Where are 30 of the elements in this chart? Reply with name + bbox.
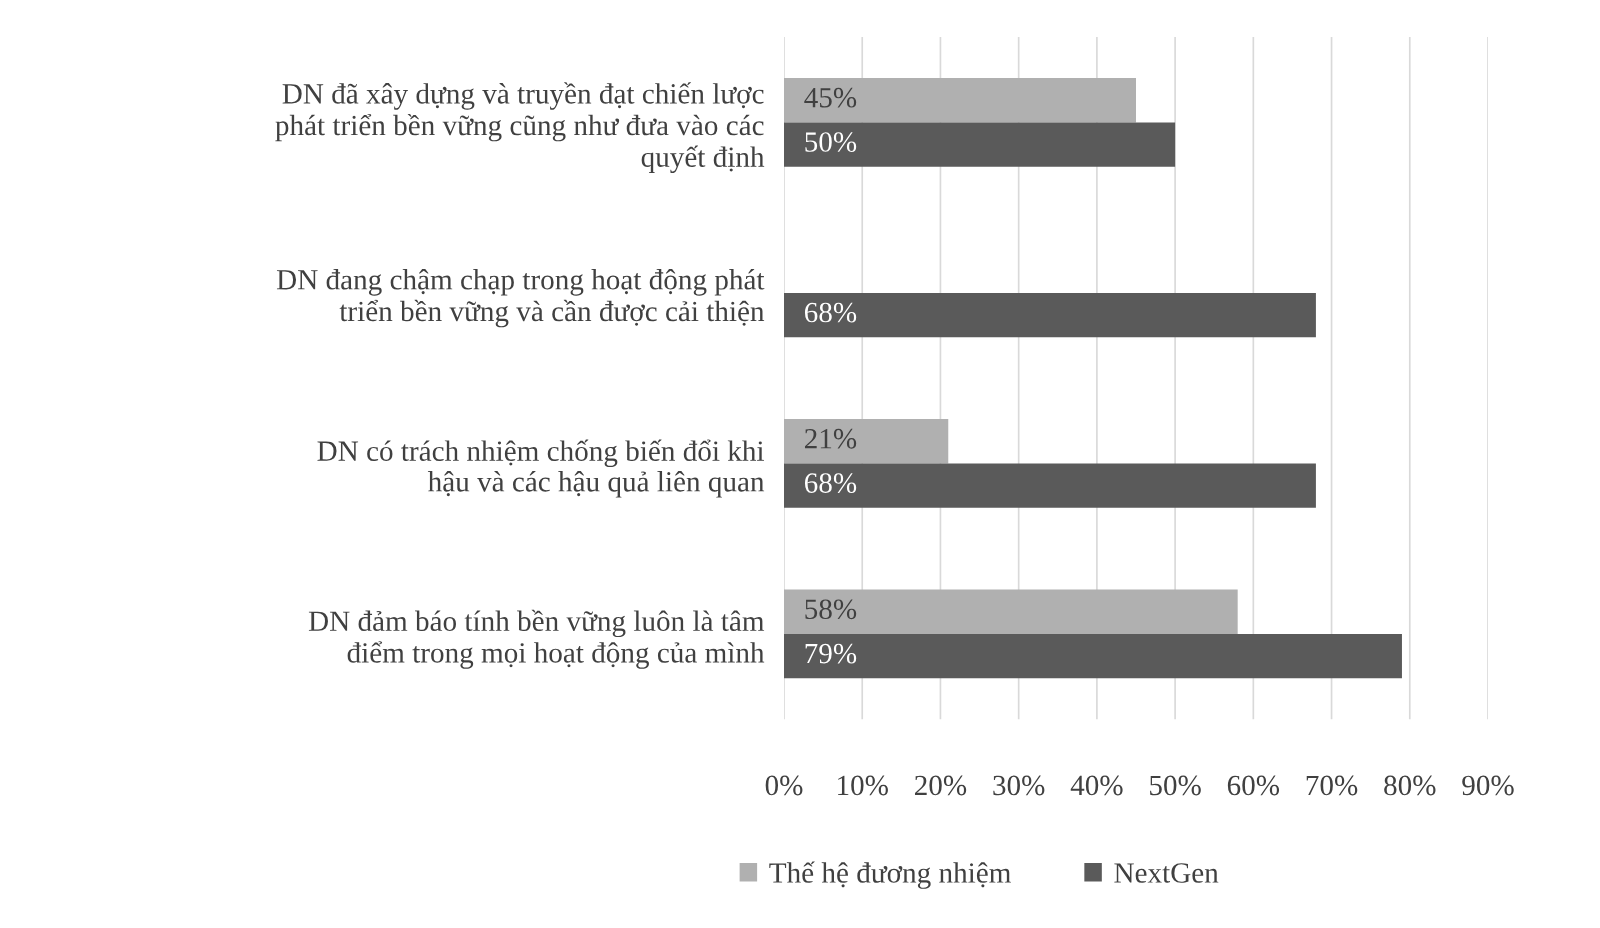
bar	[784, 463, 1316, 508]
bar	[784, 419, 949, 464]
x-tick-label: 30%	[993, 775, 1045, 796]
data-label: 68%	[804, 302, 857, 323]
bar	[784, 78, 1136, 123]
data-label: 21%	[804, 428, 857, 449]
data-label: 58%	[805, 599, 857, 620]
y-tick-label: DN đã xây dựng và truyền đạt chiến lược phát triển bền vững cũng như đưa vào các quyết định	[275, 82, 765, 173]
data-label: 45%	[804, 87, 857, 108]
data-label: 79%	[805, 643, 857, 664]
x-tick-label: 10%	[838, 775, 888, 796]
y-tick-label: DN có trách nhiệm chống biến đổi khi hậu và các hậu quả liên quan	[317, 439, 765, 498]
x-tick-label: 20%	[914, 775, 967, 796]
x-tick-label: 80%	[1384, 775, 1436, 796]
bar	[784, 292, 1316, 338]
y-tick-label: DN đang chậm chạp trong hoạt động phát triển bền vững và cần được cải thiện	[276, 269, 765, 328]
x-tick-label: 70%	[1306, 775, 1358, 796]
y-tick-label: DN đảm báo tính bền vững luôn là tâm điểm trong mọi hoạt động của mình	[308, 609, 765, 669]
data-label: 50%	[805, 132, 857, 152]
x-tick-label: 50%	[1150, 775, 1201, 796]
x-tick-label: 40%	[1070, 775, 1123, 796]
x-tick-label: 90%	[1462, 775, 1514, 796]
x-tick-label: 0%	[765, 775, 803, 796]
data-label: 68%	[804, 473, 857, 493]
bar	[784, 589, 1238, 634]
x-tick-label: 60%	[1227, 775, 1280, 796]
legend-label: Thế hệ đương nhiệm	[769, 861, 1011, 889]
bar	[784, 122, 1176, 167]
bar	[784, 633, 1402, 679]
legend-label: NextGen	[1114, 863, 1219, 883]
